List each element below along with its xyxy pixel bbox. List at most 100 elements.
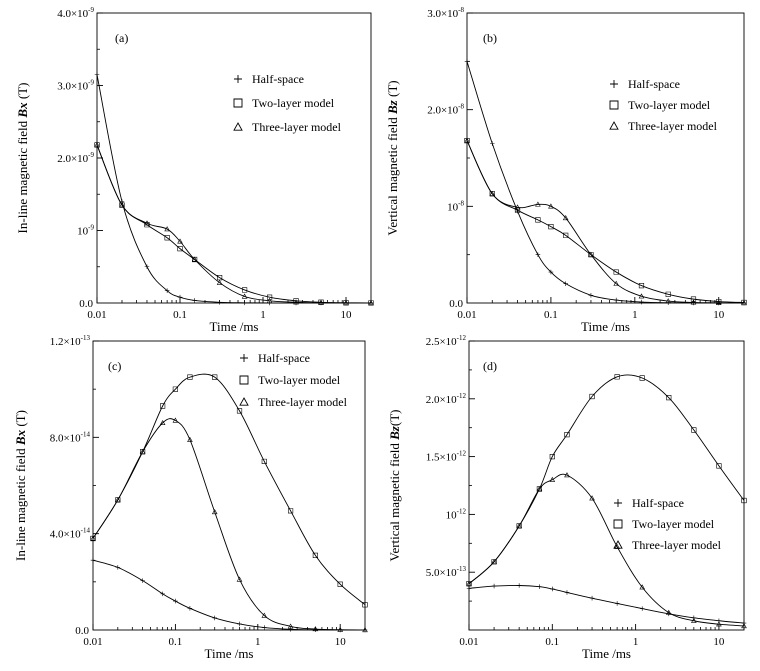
panel-d-point-three-layer — [516, 523, 522, 529]
panel-a-legend-marker-two-layer — [233, 98, 243, 108]
panel-d-label: (d) — [483, 359, 497, 373]
panel-d-y-tick-exponent: -12 — [457, 507, 467, 515]
panel-a-point-two-layer — [164, 235, 170, 241]
panel-a-point-half-space — [242, 300, 247, 306]
panel-b-legend-entry-two-layer: Two-layer model — [628, 98, 711, 112]
panel-b-y-axis-label-part: (T) — [385, 80, 400, 100]
panel-d-y-axis-label: Vertical magnetic field Bz(T) — [387, 410, 402, 562]
panel-d-point-three-layer — [691, 617, 697, 623]
panel-a-legend: Half-space Two-layer model Three-layer mod… — [233, 72, 342, 134]
panel-b-point-half-space — [613, 297, 619, 303]
panel-b-point-two-layer — [665, 291, 671, 297]
panel-d-y-axis-label-part: Bz — [387, 425, 402, 441]
panel-c-legend-marker-two-layer — [239, 375, 249, 385]
panel-c-point-two-layer — [187, 374, 193, 380]
panel-b-legend: Half-space Two-layer model Three-layer mod… — [609, 77, 718, 133]
panel-c-legend-entry-two-layer: Two-layer model — [258, 373, 341, 387]
panel-a-y-axis-label-part: Bx — [15, 102, 30, 119]
panel-a-x-tick-label: 0.01 — [87, 309, 106, 321]
panel-a-point-three-layer — [191, 256, 198, 262]
panel-a-x-tick-label: 1 — [260, 309, 266, 321]
panel-a-point-half-space — [177, 294, 183, 300]
panel-c-point-three-layer — [287, 623, 294, 629]
panel-b-point-three-layer — [741, 300, 747, 306]
panel-a-y-tick-base: 10 — [77, 226, 89, 238]
panel-c-point-half-space — [115, 565, 121, 570]
panel-b-y-tick-base: 3.0×10 — [427, 8, 458, 20]
panel-b-point-two-layer — [464, 138, 470, 144]
panel-d-point-two-layer — [491, 559, 497, 565]
panel-d-point-three-layer — [536, 486, 543, 492]
panel-a-legend-marker-half-space — [234, 75, 242, 83]
panel-d-point-two-layer — [614, 374, 620, 380]
panel-c-y-tick-label: 8.0×10-14 — [50, 430, 91, 444]
panel-c-point-three-layer — [159, 419, 166, 426]
panel-b-y-tick-label: 2.0×10-8 — [427, 103, 464, 117]
panel-a-legend-marker-three-layer — [233, 122, 243, 131]
panel-d-point-three-layer — [716, 621, 722, 627]
panel-b-point-three-layer — [665, 298, 672, 304]
panel-c-series-three-layer — [90, 417, 368, 633]
panel-c-point-three-layer — [337, 626, 344, 632]
panel-d-y-axis-label-part: Vertical magnetic field — [387, 440, 402, 562]
panel-d-y-tick-label: 2.5×10-12 — [426, 334, 467, 348]
panel-b-point-half-space — [588, 292, 594, 298]
panel-a-point-half-space — [144, 264, 150, 270]
panel-b-point-two-layer — [563, 232, 569, 238]
panel-b-point-two-layer — [638, 283, 645, 289]
panel-d-legend: Half-space Two-layer model Three-layer mod… — [613, 496, 722, 552]
panel-c-legend-marker-half-space — [240, 354, 248, 362]
panel-b-y-tick-label: 3.0×10-8 — [427, 6, 464, 20]
panel-a-y-tick-label: 10-9 — [77, 224, 94, 238]
panel-a-point-three-layer — [164, 226, 170, 232]
panel-a-point-three-layer — [266, 297, 273, 303]
panel-a-y-tick-exponent: -9 — [88, 79, 94, 87]
panel-d-point-three-layer — [549, 476, 556, 482]
panel-b-point-two-layer — [690, 296, 697, 302]
panel-c-point-half-space — [160, 591, 165, 597]
panel-d-y-tick-label: 2.0×10-12 — [426, 392, 467, 406]
panel-c-y-tick-label: 1.2×10-13 — [50, 334, 91, 348]
panel-b-series-line-three-layer — [466, 140, 745, 304]
panel-d-x-axis-label: Time /ms — [582, 646, 631, 661]
panel-b-x-tick-label: 0.01 — [457, 309, 476, 321]
panel-c-series-two-layer — [90, 373, 368, 608]
panel-a-point-three-layer — [368, 300, 374, 306]
panel-d-legend-marker-two-layer — [613, 519, 623, 529]
panel-d-legend-entry-two-layer: Two-layer model — [632, 517, 715, 531]
panel-a-x-tick-label: 10 — [341, 309, 353, 321]
panel-d-series-line-two-layer — [468, 374, 745, 585]
panel-d-y-axis-label-part: (T) — [387, 410, 402, 427]
panel-c-legend-entry-three-layer: Three-layer model — [258, 395, 348, 409]
panel-d-point-two-layer — [716, 463, 722, 469]
panel-c-point-three-layer — [362, 627, 368, 633]
panel-a-point-two-layer — [266, 294, 273, 300]
panel-d-point-half-space — [550, 586, 555, 592]
panel-c-point-two-layer — [212, 374, 218, 380]
panel-b-legend-entry-three-layer: Three-layer model — [628, 119, 718, 133]
panel-a-x-tick-label: 0.1 — [173, 309, 187, 321]
panel-c-point-three-layer — [90, 535, 96, 541]
panel-b-point-half-space — [639, 299, 644, 305]
panel-d-x-tick-label: 10 — [713, 636, 725, 648]
panel-a-y-axis-label-part: In-line magnetic field — [15, 118, 30, 234]
panel-a-point-three-layer — [318, 299, 324, 305]
panel-b-point-half-space — [535, 252, 541, 257]
panel-c-series-line-three-layer — [92, 418, 366, 631]
panel-c-point-half-space — [262, 625, 267, 630]
panel-b-legend-entry-half-space: Half-space — [628, 77, 680, 91]
panel-c-point-half-space — [288, 626, 293, 632]
panel-c-x-axis-label: Time /ms — [204, 646, 253, 661]
panel-b-point-two-layer — [535, 217, 541, 223]
panel-d-y-tick-exponent: -12 — [457, 334, 467, 342]
panel-d-y-tick-exponent: -13 — [457, 565, 467, 573]
panel-b-legend-marker-three-layer — [609, 121, 619, 130]
panel-a-x-axis-label: Time /ms — [209, 319, 258, 334]
panel-d-y-tick-base: 1.5×10 — [426, 452, 457, 464]
panel-d-y-tick-exponent: -12 — [457, 392, 467, 400]
panel-c-point-two-layer — [140, 449, 146, 455]
panel-b-point-two-layer — [716, 298, 722, 305]
